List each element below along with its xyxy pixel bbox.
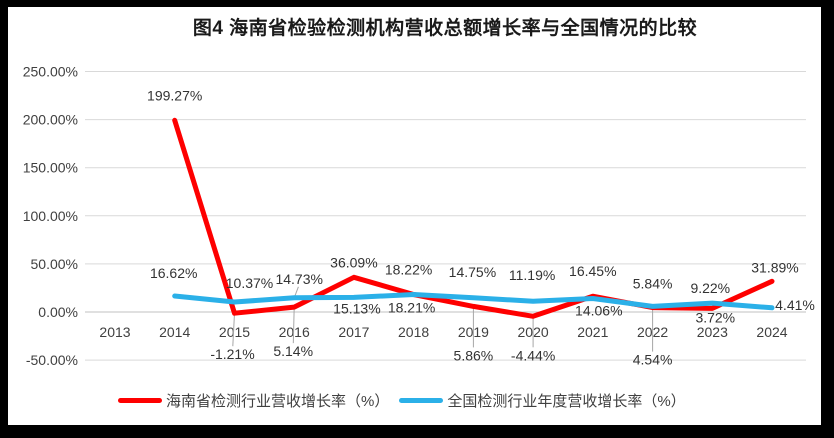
x-tick-label: 2017 <box>338 324 369 340</box>
x-tick-label: 2015 <box>219 324 250 340</box>
y-tick-label: 100.00% <box>23 208 78 224</box>
x-tick-label: 2023 <box>697 324 728 340</box>
data-label: 16.62% <box>150 265 197 281</box>
data-label: 3.72% <box>695 309 735 325</box>
x-tick-label: 2024 <box>756 324 787 340</box>
legend-swatch-blue-line <box>399 398 444 403</box>
data-label: 9.22% <box>690 280 730 296</box>
y-tick-label: 50.00% <box>31 256 78 272</box>
data-label: -4.44% <box>511 347 555 363</box>
x-tick-label: 2014 <box>159 324 190 340</box>
data-label-leader-line <box>292 307 295 344</box>
data-label: 4.54% <box>633 352 673 368</box>
legend-item-hainan: 海南省检测行业营收增长率（%） <box>118 390 389 411</box>
data-label: 10.37% <box>226 275 273 291</box>
data-label: 11.19% <box>509 267 555 283</box>
chart-title: 图4 海南省检验检测机构营收总额增长率与全国情况的比较 <box>192 18 698 39</box>
data-label: -1.21% <box>210 346 254 362</box>
data-label: 18.22% <box>385 262 432 278</box>
data-label: 199.27% <box>147 87 202 103</box>
x-tick-label: 2021 <box>577 324 608 340</box>
data-label: 16.45% <box>569 263 616 279</box>
data-label: 14.75% <box>449 264 496 280</box>
legend-label-hainan: 海南省检测行业营收增长率（%） <box>166 393 390 410</box>
x-tick-label: 2018 <box>398 324 429 340</box>
legend-label-national: 全国检测行业年度营收增长率（%） <box>447 393 686 410</box>
data-label: 18.21% <box>388 300 435 316</box>
y-tick-label: 200.00% <box>23 112 78 128</box>
chart-legend: 海南省检测行业营收增长率（%） 全国检测行业年度营收增长率（%） <box>118 390 686 411</box>
x-tick-label: 2013 <box>99 324 130 340</box>
data-label: 14.06% <box>575 303 622 319</box>
data-label-leader-line <box>232 313 235 347</box>
data-label: 5.14% <box>273 343 313 359</box>
data-label: 5.86% <box>454 347 494 363</box>
y-tick-label: 0.00% <box>38 304 78 320</box>
y-tick-label: -50.00% <box>26 352 78 368</box>
data-label: 36.09% <box>330 254 377 270</box>
data-label: 14.73% <box>275 271 322 287</box>
data-label: 15.13% <box>333 300 380 316</box>
legend-swatch-red-line <box>118 398 162 403</box>
y-tick-label: 250.00% <box>23 64 78 80</box>
y-tick-label: 150.00% <box>23 160 78 176</box>
data-label: 4.41% <box>775 297 815 313</box>
legend-item-national: 全国检测行业年度营收增长率（%） <box>399 390 686 411</box>
data-label: 31.89% <box>751 259 798 275</box>
x-tick-label: 2016 <box>279 324 310 340</box>
series-line-hainan <box>172 117 775 319</box>
series-line-national <box>172 292 775 311</box>
data-label: 5.84% <box>633 275 673 291</box>
